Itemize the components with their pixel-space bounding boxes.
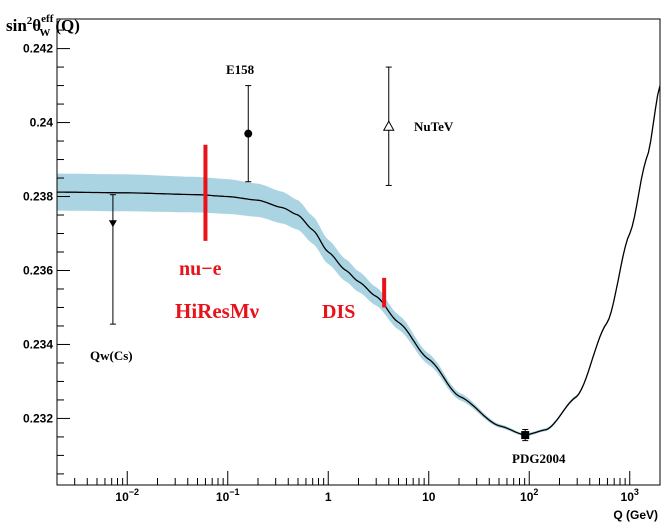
label-layer: sin2θeff W (Q) Q (GeV) (6, 13, 658, 522)
projection-label-dis: DIS (322, 301, 355, 323)
x-tick-label: 102 (520, 487, 538, 504)
x-ticks: 10−2 10−1 1 10 102 103 (56, 471, 661, 504)
theory-curve (57, 85, 660, 436)
x-tick-label-base: 10 (216, 490, 230, 504)
data-point (521, 431, 530, 440)
y-axis-label-eff: eff (41, 13, 54, 25)
data-point (108, 220, 117, 228)
annotation-hiresmnu: HiResMν (175, 299, 260, 323)
data-point (382, 120, 395, 131)
measurement-label: E158 (226, 62, 255, 77)
projection-layer: nu−e DIS HiResMν (175, 144, 387, 323)
x-axis-label: Q (GeV) (613, 508, 658, 522)
y-axis-label-theta: θ (32, 16, 41, 35)
x-tick-label-base: 10 (520, 490, 534, 504)
y-tick-label: 0.24 (30, 116, 54, 130)
measurement-layer: Qw(Cs) E158 NuTeV PDG2004 (90, 62, 566, 466)
x-tick-label-exponent: 3 (634, 487, 639, 497)
y-tick-label: 0.238 (23, 190, 53, 204)
y-axis-label-sup: 2 (27, 15, 33, 27)
data-point (244, 129, 253, 138)
axes (56, 18, 661, 486)
y-axis-label: sin2θeff W (Q) (6, 13, 80, 39)
y-axis-label-arg: (Q) (55, 16, 80, 35)
y-axis-label-base: sin (6, 16, 27, 35)
theory-curve-layer (57, 85, 660, 436)
x-tick-label-exponent: −2 (129, 487, 139, 497)
y-tick-label: 0.242 (23, 42, 53, 56)
x-tick-label: 10−2 (115, 487, 139, 504)
measurement-label: PDG2004 (512, 451, 566, 466)
projection-label-nu-e: nu−e (179, 258, 222, 280)
x-tick-label: 1 (325, 490, 332, 504)
x-tick-label-exponent: −1 (229, 487, 239, 497)
y-axis-label-sub: W (39, 27, 50, 39)
x-tick-label: 103 (621, 487, 639, 504)
uncertainty-band (57, 84, 660, 437)
x-tick-label: 10−1 (216, 487, 240, 504)
measurement-label: Qw(Cs) (90, 348, 133, 363)
x-tick-label-base: 1 (325, 490, 332, 504)
x-tick-label-base: 10 (422, 490, 436, 504)
y-tick-label: 0.234 (23, 337, 53, 351)
y-tick-label: 0.236 (23, 263, 53, 277)
x-tick-label-base: 10 (115, 490, 129, 504)
x-tick-label-exponent: 2 (533, 487, 538, 497)
measurement-label: NuTeV (414, 119, 454, 134)
uncertainty-band-layer (57, 84, 660, 437)
plot-frame (56, 18, 661, 486)
x-tick-label-base: 10 (621, 490, 635, 504)
x-tick-label: 10 (422, 490, 436, 504)
y-ticks: 0.232 0.234 0.236 0.238 0.24 0.242 (23, 29, 70, 475)
y-tick-label: 0.232 (23, 411, 53, 425)
